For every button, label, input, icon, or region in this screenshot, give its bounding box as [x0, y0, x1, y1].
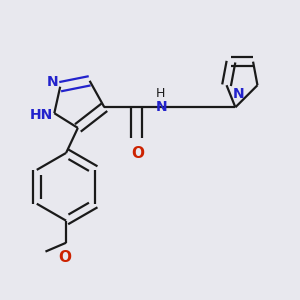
Text: O: O	[58, 250, 71, 265]
Text: O: O	[132, 146, 145, 160]
Text: HN: HN	[29, 108, 53, 122]
Text: N: N	[156, 100, 168, 114]
Text: N: N	[47, 75, 58, 89]
Text: N: N	[232, 87, 244, 101]
Text: H: H	[156, 87, 165, 100]
